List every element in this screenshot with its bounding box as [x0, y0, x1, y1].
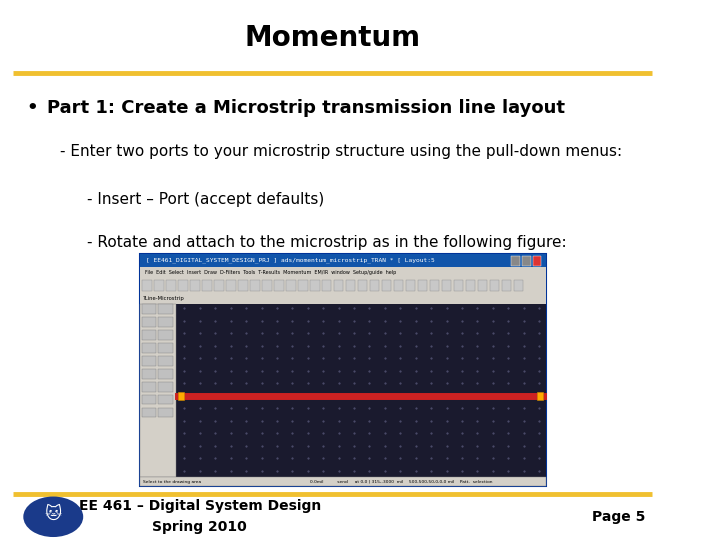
Bar [215, 280, 224, 291]
Bar [140, 304, 176, 477]
Text: - Enter two ports to your microstrip structure using the pull-down menus:: - Enter two ports to your microstrip str… [60, 144, 622, 159]
Text: EE 461 – Digital System Design
Spring 2010: EE 461 – Digital System Design Spring 20… [78, 500, 321, 534]
Bar [142, 330, 156, 340]
Bar [143, 280, 152, 291]
Bar [511, 256, 520, 266]
Text: Part 1: Create a Microstrip transmission line layout: Part 1: Create a Microstrip transmission… [47, 99, 564, 117]
Bar [382, 280, 392, 291]
Bar [140, 293, 546, 304]
Bar [274, 280, 284, 291]
Text: Select to the drawing area: Select to the drawing area [143, 480, 202, 484]
Bar [454, 280, 463, 291]
Bar [370, 280, 379, 291]
Text: - Insert – Port (accept defaults): - Insert – Port (accept defaults) [86, 192, 324, 207]
Bar [238, 280, 248, 291]
Bar [298, 280, 307, 291]
Bar [310, 280, 320, 291]
Bar [346, 280, 356, 291]
Bar [140, 267, 546, 277]
Bar [262, 280, 271, 291]
Bar [166, 280, 176, 291]
Text: - Rotate and attach to the microstrip as in the following figure:: - Rotate and attach to the microstrip as… [86, 235, 566, 251]
Text: File  Edit  Select  Insert  Draw  D-Filters  Tools  T-Results  Momentum  EM/IR  : File Edit Select Insert Draw D-Filters T… [145, 269, 397, 275]
Text: 0.0mil          send     at 0,0 | 315,-3000  mil    500,500,50,0,0,0 mil    Patt: 0.0mil send at 0,0 | 315,-3000 mil 500,5… [310, 480, 492, 484]
Bar [142, 369, 156, 379]
Bar [202, 280, 212, 291]
Bar [158, 304, 173, 314]
Bar [158, 356, 173, 366]
Text: 🐱: 🐱 [45, 505, 62, 523]
Bar [140, 254, 546, 486]
Bar [533, 256, 541, 266]
Bar [514, 280, 523, 291]
Text: [ EE461_DIGITAL_SYSTEM_DESIGN_PRJ ] ads/momentum_microstrip_TRAN * [ Layout:5: [ EE461_DIGITAL_SYSTEM_DESIGN_PRJ ] ads/… [146, 258, 435, 264]
Text: •: • [27, 99, 38, 117]
Bar [490, 280, 499, 291]
Bar [142, 356, 156, 366]
Bar [140, 254, 546, 267]
Bar [442, 280, 451, 291]
Bar [140, 277, 546, 293]
Bar [226, 280, 235, 291]
Bar [158, 408, 173, 417]
Bar [430, 280, 439, 291]
Bar [158, 382, 173, 392]
Text: Page 5: Page 5 [593, 510, 646, 524]
Bar [142, 395, 156, 404]
Text: Momentum: Momentum [245, 24, 421, 52]
Bar [190, 280, 199, 291]
Bar [140, 304, 546, 477]
Bar [251, 280, 260, 291]
Bar [537, 392, 543, 400]
Bar [158, 330, 173, 340]
Bar [358, 280, 367, 291]
Bar [466, 280, 475, 291]
Bar [334, 280, 343, 291]
Bar [158, 369, 173, 379]
Bar [142, 382, 156, 392]
Bar [154, 280, 163, 291]
Text: ?Line-Microstrip: ?Line-Microstrip [143, 296, 185, 301]
Bar [287, 280, 295, 291]
Ellipse shape [23, 497, 84, 537]
Bar [158, 395, 173, 404]
Bar [140, 477, 546, 486]
Bar [394, 280, 403, 291]
Bar [142, 304, 156, 314]
Bar [418, 280, 428, 291]
Bar [142, 408, 156, 417]
Bar [478, 280, 487, 291]
Bar [406, 280, 415, 291]
Bar [522, 256, 531, 266]
Bar [142, 343, 156, 353]
Bar [179, 280, 188, 291]
Bar [158, 343, 173, 353]
Bar [322, 280, 331, 291]
Bar [158, 317, 173, 327]
Bar [142, 317, 156, 327]
Bar [502, 280, 511, 291]
Bar [178, 392, 184, 400]
